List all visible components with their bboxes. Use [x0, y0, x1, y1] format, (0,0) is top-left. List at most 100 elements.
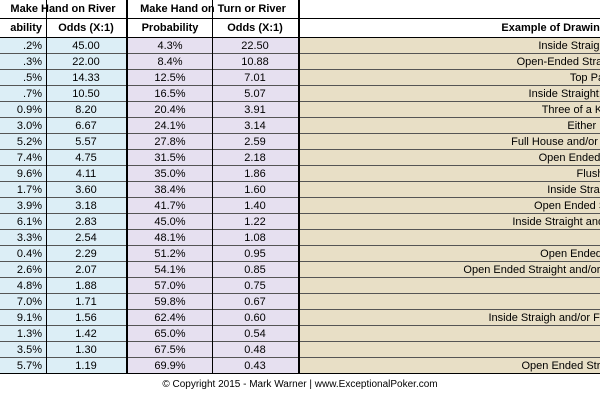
column-header: Example of Drawing Situation (i.e.	[300, 19, 600, 38]
table-cell: 10.88	[212, 54, 298, 70]
group-header: Make Hand on River	[0, 0, 126, 19]
table-cell: 1.42	[46, 326, 126, 342]
table-cell: 0.48	[212, 342, 298, 358]
table-cell: 54.1%	[128, 262, 212, 278]
table-cell: .5%	[0, 70, 46, 86]
table-cell: 57.0%	[128, 278, 212, 294]
table-cell: .2%	[0, 38, 46, 54]
group-header: Make Hand on Turn or River	[128, 0, 298, 19]
table-cell: 0.85	[212, 262, 298, 278]
table-cell: 1.56	[46, 310, 126, 326]
table-cell: 5.7%	[0, 358, 46, 374]
table-cell: 0.9%	[0, 102, 46, 118]
table-cell	[300, 278, 600, 294]
table-cell: 3.18	[46, 198, 126, 214]
odds-table: Make Hand on River Make Hand on Turn or R…	[0, 0, 600, 374]
table-cell: 9.6%	[0, 166, 46, 182]
table-cell: 8.4%	[128, 54, 212, 70]
table-cell: 62.4%	[128, 310, 212, 326]
table-cell: Either Pa	[300, 118, 600, 134]
table-cell: 69.9%	[128, 358, 212, 374]
table-cell: Inside Straight Flush;	[300, 38, 600, 54]
table-cell: 1.08	[212, 230, 298, 246]
table-cell: Open Ended Straight and/or	[300, 358, 600, 374]
table-cell: 1.3%	[0, 326, 46, 342]
table-cell: 7.01	[212, 70, 298, 86]
table-cell: 2.6%	[0, 262, 46, 278]
table-cell: 1.19	[46, 358, 126, 374]
table-cell: Top Pair	[300, 70, 600, 86]
table-cell	[300, 294, 600, 310]
table-cell: 4.75	[46, 150, 126, 166]
column-header: ability	[0, 19, 46, 38]
table-cell: 5.57	[46, 134, 126, 150]
table-cell: 65.0%	[128, 326, 212, 342]
table-cell: Flush	[300, 166, 600, 182]
table-cell: 59.8%	[128, 294, 212, 310]
table-cell: Three of a Kind and	[300, 102, 600, 118]
table-cell: 45.00	[46, 38, 126, 54]
table-cell: 10.50	[46, 86, 126, 102]
column-border	[126, 0, 128, 374]
table-cell: 2.18	[212, 150, 298, 166]
table-cell: 6.1%	[0, 214, 46, 230]
table-cell: 41.7%	[128, 198, 212, 214]
column-border	[46, 0, 47, 374]
table-cell: .3%	[0, 54, 46, 70]
table-cell: 45.0%	[128, 214, 212, 230]
table-cell: 0.43	[212, 358, 298, 374]
table-cell: 1.88	[46, 278, 126, 294]
table-cell: 5.2%	[0, 134, 46, 150]
table-cell: Full House and/or Quads; Inside	[300, 134, 600, 150]
table-cell: 3.5%	[0, 342, 46, 358]
table-cell: 1.40	[212, 198, 298, 214]
column-border	[212, 0, 213, 374]
table-cell: 48.1%	[128, 230, 212, 246]
table-cell: 3.60	[46, 182, 126, 198]
table-cell: 4.3%	[128, 38, 212, 54]
column-header: Probability	[128, 19, 212, 38]
table-cell: 16.5%	[128, 86, 212, 102]
table-cell: 3.14	[212, 118, 298, 134]
table-cell: 1.7%	[0, 182, 46, 198]
table-cell: 0.54	[212, 326, 298, 342]
table-cell: 7.4%	[0, 150, 46, 166]
table-cell	[300, 230, 600, 246]
table-cell: 20.4%	[128, 102, 212, 118]
table-cell: 6.67	[46, 118, 126, 134]
table-cell: 2.59	[212, 134, 298, 150]
table-cell: 2.83	[46, 214, 126, 230]
table-cell: 12.5%	[128, 70, 212, 86]
table-cell: 1.86	[212, 166, 298, 182]
table-cell: 1.71	[46, 294, 126, 310]
table-cell: 9.1%	[0, 310, 46, 326]
row-border	[0, 18, 600, 19]
table-cell	[300, 326, 600, 342]
table-cell: 1.22	[212, 214, 298, 230]
table-cell: 35.0%	[128, 166, 212, 182]
table-cell: 7.0%	[0, 294, 46, 310]
table-cell: Inside Straight an	[300, 182, 600, 198]
table-cell: 5.07	[212, 86, 298, 102]
table-cell: 3.91	[212, 102, 298, 118]
table-cell: Inside Straight and/or Flush; Ins	[300, 214, 600, 230]
table-cell: 31.5%	[128, 150, 212, 166]
column-header: Odds (X:1)	[212, 19, 298, 38]
table-cell: 3.3%	[0, 230, 46, 246]
table-cell: 38.4%	[128, 182, 212, 198]
table-cell: Open Ended Straigh	[300, 246, 600, 262]
table-cell: .7%	[0, 86, 46, 102]
table-cell: 67.5%	[128, 342, 212, 358]
table-cell: 4.11	[46, 166, 126, 182]
table-cell: Open Ended Straight a	[300, 198, 600, 214]
table-cell: 4.8%	[0, 278, 46, 294]
row-border	[0, 373, 600, 374]
column-header: Odds (X:1)	[46, 19, 126, 38]
table-cell: Inside Straight; Full Hous	[300, 86, 600, 102]
table-cell: 51.2%	[128, 246, 212, 262]
table-cell: 0.75	[212, 278, 298, 294]
table-cell: 22.00	[46, 54, 126, 70]
table-cell: 3.0%	[0, 118, 46, 134]
table-cell: 2.54	[46, 230, 126, 246]
